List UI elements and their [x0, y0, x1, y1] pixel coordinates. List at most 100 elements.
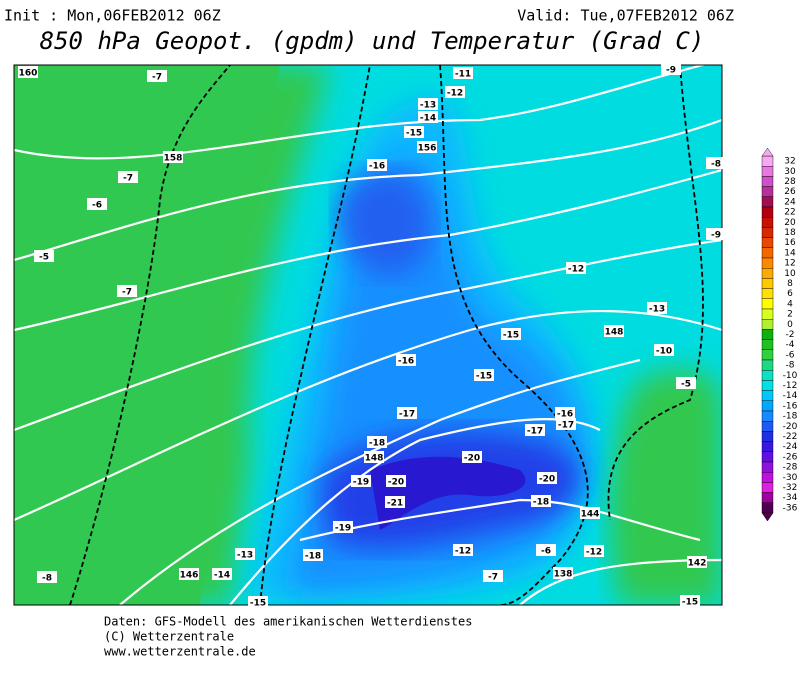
label-text: 158 [164, 154, 183, 164]
label-box [680, 595, 700, 607]
label-box [367, 436, 387, 448]
colorbar-label: 24 [784, 197, 796, 207]
colorbar-label: -32 [783, 483, 798, 493]
colorbar-label: -18 [783, 412, 798, 422]
colorbar-label: 22 [784, 208, 795, 218]
colorbar-label: 32 [784, 157, 795, 167]
label-text: -20 [539, 475, 555, 485]
contour-label: 142 [687, 556, 707, 569]
label-text: -18 [533, 498, 549, 508]
contour-label: 160 [18, 66, 38, 79]
colorbar-cell [761, 257, 774, 269]
label-text: 156 [418, 144, 437, 154]
colorbar-label: -10 [783, 371, 798, 381]
label-box [351, 475, 371, 487]
contour-label: -14 [418, 111, 438, 124]
label-box [556, 418, 576, 430]
label-text: 146 [180, 571, 199, 581]
contour-label: -7 [483, 570, 503, 583]
label-text: -14 [214, 571, 230, 581]
label-text: -12 [586, 548, 602, 558]
colorbar-label: -16 [783, 401, 798, 411]
label-text: -19 [335, 524, 351, 534]
label-box [647, 302, 667, 314]
colorbar-cell [761, 482, 774, 493]
contour-label: 138 [553, 567, 573, 580]
contour-label: -7 [147, 70, 167, 83]
label-text: 160 [19, 69, 38, 79]
label-box [212, 568, 232, 580]
label-box [676, 377, 696, 389]
contour-label: 158 [163, 151, 183, 164]
label-text: -16 [398, 357, 414, 367]
contour-label: -5 [676, 377, 696, 390]
label-box [445, 86, 465, 98]
label-text: 148 [365, 454, 384, 464]
contour-label: -18 [303, 549, 323, 562]
colorbar-label: -24 [783, 442, 798, 452]
contour-label: -15 [404, 126, 424, 139]
label-box [474, 369, 494, 381]
contour-label: -12 [566, 262, 586, 275]
colorbar-label: -30 [783, 473, 798, 483]
label-text: -20 [464, 454, 480, 464]
colorbar-label: -2 [786, 330, 795, 340]
label-box [386, 475, 406, 487]
colorbar-cell [761, 400, 774, 412]
footer-line: www.wetterzentrale.de [104, 645, 256, 659]
label-text: -13 [237, 551, 253, 561]
label-box [453, 544, 473, 556]
colorbar-label: 20 [784, 218, 796, 228]
label-text: -16 [557, 410, 573, 420]
colorbar-label: 30 [784, 167, 796, 177]
label-text: -12 [568, 265, 584, 275]
colorbar-cell [761, 359, 774, 371]
label-box [706, 228, 726, 240]
label-text: -15 [406, 129, 422, 139]
contour-label: -20 [462, 451, 482, 464]
contour-label: -18 [367, 436, 387, 449]
colorbar-label: -36 [783, 503, 798, 513]
label-text: -18 [369, 439, 385, 449]
colorbar-label: 2 [787, 310, 793, 320]
label-text: 148 [605, 328, 624, 338]
contour-label: -13 [418, 98, 438, 111]
label-text: -15 [503, 331, 519, 341]
colorbar-cell [761, 349, 774, 361]
label-text: -7 [488, 573, 498, 583]
label-text: -8 [42, 574, 52, 584]
contour-label: -9 [661, 63, 681, 76]
label-box [525, 424, 545, 436]
contour-label: -17 [525, 424, 545, 437]
contour-label: -16 [367, 159, 387, 172]
colorbar-cell [761, 165, 774, 177]
label-box [303, 549, 323, 561]
contour-label: -20 [537, 472, 557, 485]
colorbar-cell [761, 339, 774, 351]
label-box [117, 285, 137, 297]
colorbar-label: 28 [784, 177, 796, 187]
colorbar-label: 8 [787, 279, 793, 289]
label-box [163, 151, 183, 163]
contour-label: -16 [396, 354, 416, 367]
label-text: -13 [420, 101, 436, 111]
colorbar-cell [761, 216, 774, 228]
colorbar-cell [761, 206, 774, 218]
label-text: -17 [558, 421, 574, 431]
label-box [147, 70, 167, 82]
contour-label: 144 [580, 507, 600, 520]
label-box [566, 262, 586, 274]
label-box [555, 407, 575, 419]
colorbar-cell [761, 247, 774, 259]
colorbar-label: 16 [784, 238, 796, 248]
label-box [661, 63, 681, 75]
label-text: -9 [711, 231, 721, 241]
label-box [584, 545, 604, 557]
label-box [118, 171, 138, 183]
label-text: -15 [682, 598, 698, 608]
contour-label: -9 [706, 228, 726, 241]
colorbar-label: -22 [783, 432, 798, 442]
colorbar-label: -8 [786, 361, 795, 371]
colorbar-cell [761, 319, 774, 330]
init-time: Init : Mon,06FEB2012 06Z [4, 7, 221, 25]
